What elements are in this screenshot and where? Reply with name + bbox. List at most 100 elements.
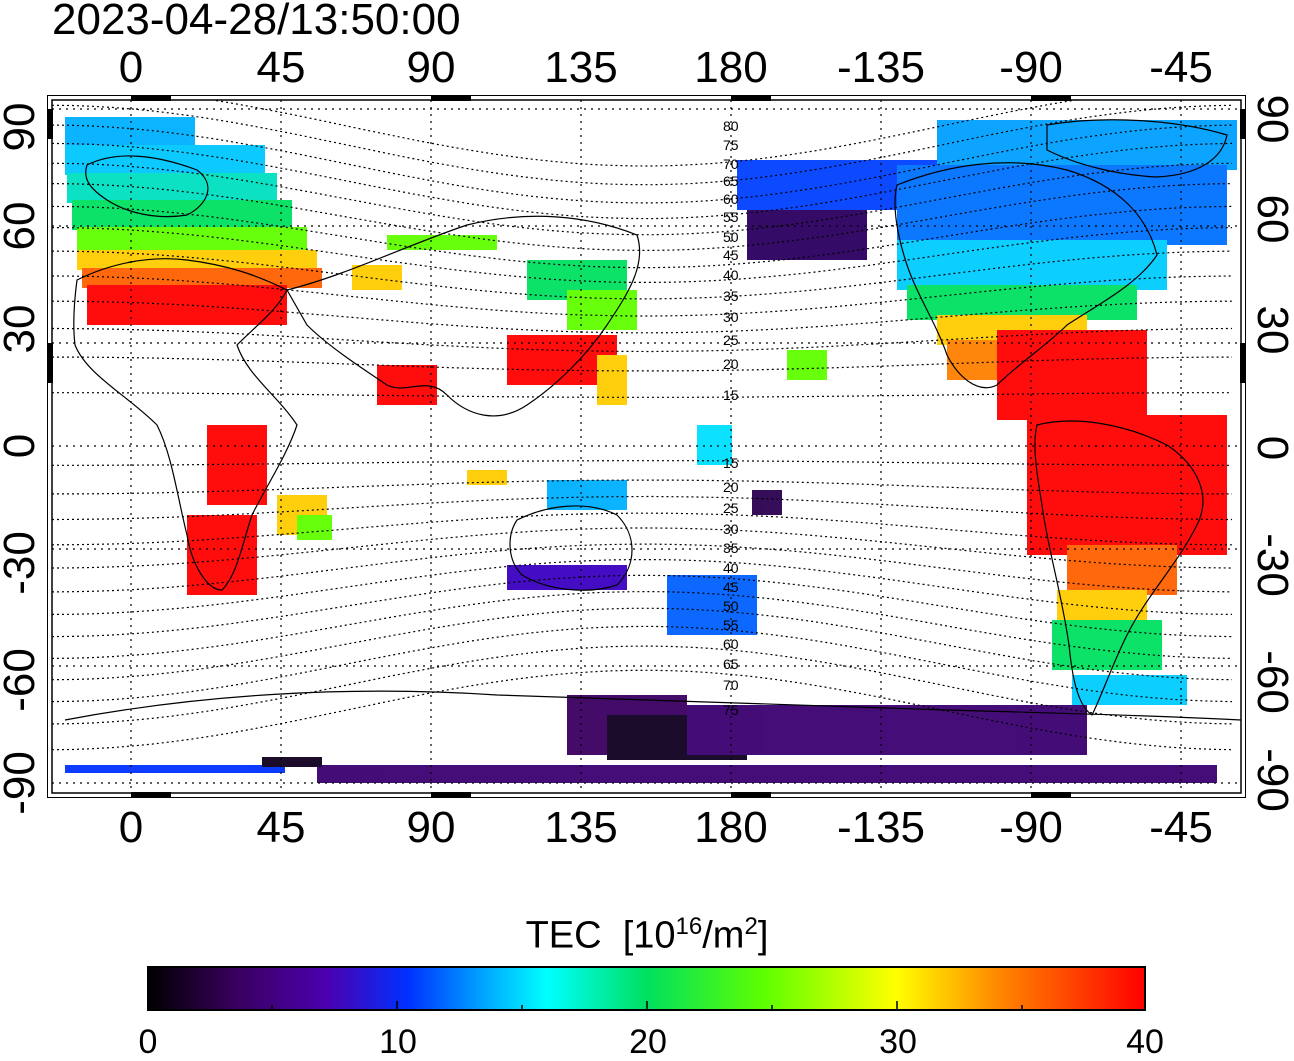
mlat-contour	[52, 300, 1233, 334]
tec-patch	[352, 265, 402, 290]
lon-label-top: 135	[544, 43, 618, 92]
lat-label-left: 90	[0, 102, 44, 152]
colorbar-tick-label: 10	[379, 1023, 417, 1061]
lon-label-top: 0	[118, 43, 144, 92]
lat-label-right: 90	[1248, 94, 1294, 144]
mlat-contour	[52, 392, 1232, 398]
mlat-label: 80	[723, 118, 739, 134]
tec-patch	[1067, 545, 1177, 595]
mlat-label: 60	[723, 636, 739, 652]
lon-label-bottom: 135	[544, 803, 618, 852]
mlat-contour	[52, 669, 1233, 751]
mlat-label: 50	[723, 598, 739, 614]
lat-label-left: -90	[0, 751, 44, 815]
colorbar-tick-label: 0	[138, 1023, 158, 1061]
tec-patch	[207, 425, 267, 505]
tec-data-layer	[65, 117, 1237, 783]
lat-label-right: -90	[1248, 748, 1294, 812]
mlat-label: 45	[723, 247, 739, 263]
mlat-label: 60	[723, 191, 739, 207]
mlat-label: 20	[723, 356, 739, 372]
mlat-contour	[52, 104, 1233, 186]
lon-label-top: 45	[256, 43, 306, 92]
mlat-label: 70	[723, 677, 739, 693]
mlat-labels: 8075706560555045403530252015152025303540…	[723, 118, 739, 718]
lon-label-bottom: -90	[999, 803, 1063, 852]
geomagnetic-contours	[52, 100, 1233, 751]
lat-label-left: -30	[0, 531, 44, 595]
mlat-contour	[52, 356, 1232, 372]
mlat-label: 45	[723, 579, 739, 595]
colorbar-tick-label: 20	[629, 1023, 667, 1061]
mlat-contour	[52, 162, 1233, 236]
mlat-label: 70	[723, 156, 739, 172]
mlat-label: 15	[723, 387, 739, 403]
mlat-contour	[52, 590, 1233, 659]
mlat-contour	[209, 100, 1080, 167]
lat-label-left: 0	[0, 434, 44, 458]
tec-patch	[65, 117, 195, 147]
tec-map: 8075706560555045403530252015152025303540…	[47, 95, 1246, 798]
mlat-contour	[52, 607, 1233, 681]
mlat-label: 55	[723, 209, 739, 225]
coastlines	[64, 119, 1241, 721]
lat-label-right: 60	[1248, 194, 1294, 244]
tec-patch	[1072, 675, 1187, 705]
lon-label-bottom: 90	[406, 803, 456, 852]
mlat-label: 30	[723, 309, 739, 325]
lat-label-right: 0	[1248, 435, 1294, 461]
tec-patch	[262, 757, 322, 767]
mlat-label: 65	[723, 173, 739, 189]
lon-label-bottom: -45	[1149, 803, 1213, 852]
mlat-label: 20	[723, 479, 739, 495]
tec-patch	[787, 350, 827, 380]
tec-patch	[82, 268, 322, 288]
tec-patch	[77, 227, 307, 252]
tec-patch	[667, 575, 757, 635]
lat-label-left: -60	[0, 648, 44, 712]
colorbar-tick-label: 30	[879, 1023, 917, 1061]
mlat-label: 25	[723, 332, 739, 348]
tec-patch	[297, 515, 332, 540]
mlat-contour	[52, 460, 1232, 466]
mlat-contour	[52, 205, 1233, 269]
mlat-label: 50	[723, 229, 739, 245]
mlat-contour	[52, 124, 1233, 204]
mlat-contour	[52, 574, 1233, 638]
lat-label-right: -60	[1248, 650, 1294, 714]
mlat-label: 75	[723, 702, 739, 718]
lon-label-bottom: -135	[836, 803, 926, 852]
tec-patch	[77, 250, 317, 270]
mlat-contour	[52, 183, 1233, 252]
colorbar-title: TEC [1016/m2]	[525, 913, 769, 957]
mlat-contour	[52, 479, 1232, 495]
mlat-label: 75	[723, 137, 739, 153]
tec-patch	[507, 565, 627, 590]
tec-patch	[752, 490, 782, 515]
tec-patch	[907, 285, 1137, 320]
tec-patch	[65, 765, 285, 773]
lon-label-bottom: 180	[694, 803, 768, 852]
tec-patch	[72, 200, 292, 230]
tec-patch	[187, 515, 257, 595]
mlat-contour	[52, 142, 1233, 220]
lon-label-top: -90	[999, 43, 1063, 92]
mlat-contour	[52, 625, 1233, 703]
lat-label-left: 60	[0, 201, 44, 251]
mlat-label: 30	[723, 521, 739, 537]
lon-label-bottom: 45	[256, 803, 306, 852]
mlat-contour	[52, 512, 1233, 546]
mlat-contour	[52, 495, 1233, 521]
mlat-label: 55	[723, 617, 739, 633]
lon-label-top: -135	[836, 43, 926, 92]
tec-patch	[697, 425, 732, 465]
tec-patch	[467, 470, 507, 485]
frame-ticks	[47, 95, 1246, 798]
tec-patch	[997, 330, 1147, 420]
lon-label-top: 180	[694, 43, 768, 92]
tec-patch	[317, 765, 1217, 783]
tec-patch	[897, 240, 1167, 290]
mlat-label: 25	[723, 500, 739, 516]
lat-label-left: 30	[0, 304, 44, 354]
lat-label-right: 30	[1248, 305, 1294, 355]
